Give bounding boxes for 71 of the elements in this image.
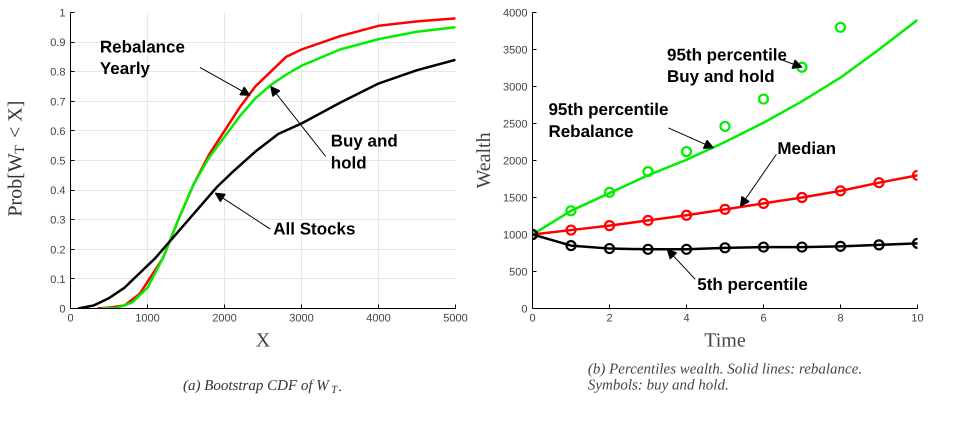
point (834, 240, 846, 252)
x-tick-label: 3000 (289, 312, 314, 324)
x-tick-label: 0 (529, 312, 536, 324)
point (565, 205, 577, 216)
point (642, 214, 654, 226)
y-axis-title: Wealth (473, 132, 496, 189)
x-tick-label: 1000 (135, 312, 160, 324)
point (680, 146, 692, 158)
annotation: Buy and hold (330, 132, 398, 172)
y-tick-label: 0.9 (50, 37, 66, 50)
point (873, 177, 885, 188)
x-tick-label: 4 (683, 312, 690, 324)
x-axis-title: Time (704, 330, 746, 352)
x-tick-label: 2000 (212, 312, 237, 324)
point (642, 166, 654, 178)
line-series (76, 58, 456, 308)
y-tick-label: 0 (521, 304, 528, 316)
annotation: Rebalance Yearly (100, 37, 185, 78)
y-tick-label: 1000 (503, 230, 528, 242)
y-tick-label: 0.7 (50, 96, 66, 108)
y-tick-label: 0 (59, 304, 66, 316)
y-tick-label: 0.4 (50, 185, 66, 198)
point (719, 204, 731, 215)
y-tick-label: 500 (509, 266, 528, 278)
y-tick-label: 0.3 (50, 214, 66, 227)
point (796, 62, 808, 73)
point (758, 241, 770, 253)
x-tick-label: 2 (606, 312, 613, 324)
y-tick-label: 0.5 (50, 156, 66, 168)
point (758, 93, 770, 105)
y-tick-label: 0.2 (50, 244, 66, 256)
annotation: All Stocks (273, 220, 356, 239)
point (565, 224, 577, 236)
x-axis-title: X (256, 330, 271, 352)
point (834, 22, 846, 33)
annotation: Median (777, 138, 836, 158)
x-tick-label: 6 (760, 312, 767, 324)
point (565, 240, 577, 252)
point (758, 198, 770, 210)
y-tick-label: 4000 (503, 8, 528, 20)
text: (b) Percentiles wealth. Solid lines: rebalance. Symbols: buy and hold. (588, 362, 862, 394)
y-tick-label: 2000 (503, 156, 528, 168)
x-tick-label: 4000 (366, 312, 391, 324)
y-tick-label: 3500 (503, 44, 528, 56)
point (873, 239, 885, 250)
y-axis-title: Prob[WT < X] (4, 100, 28, 217)
x-tick-label: 8 (837, 312, 844, 324)
point (796, 241, 808, 253)
y-tick-label: 0.8 (50, 66, 66, 79)
point (719, 120, 731, 132)
annotation: 5th percentile (697, 274, 808, 294)
point (719, 242, 731, 254)
y-tick-label: 0.6 (50, 126, 66, 138)
point (604, 242, 616, 254)
y-tick-label: 3000 (503, 82, 528, 94)
point (604, 220, 616, 232)
y-tick-label: 0.1 (50, 274, 66, 286)
x-tick-label: 5000 (443, 312, 468, 324)
point (796, 192, 808, 204)
point (642, 244, 654, 255)
point (834, 185, 846, 196)
annotation: 95th percentile Rebalance (548, 100, 668, 141)
x-tick-label: 10 (911, 312, 924, 324)
annotation: 95th percentile Buy and hold (667, 45, 787, 86)
x-tick-label: 0 (67, 312, 74, 324)
point (680, 244, 692, 255)
y-tick-label: 1500 (503, 192, 528, 204)
point (680, 210, 692, 221)
y-tick-label: 2500 (503, 118, 528, 130)
point (604, 186, 616, 198)
y-tick-label: 1 (59, 8, 66, 20)
